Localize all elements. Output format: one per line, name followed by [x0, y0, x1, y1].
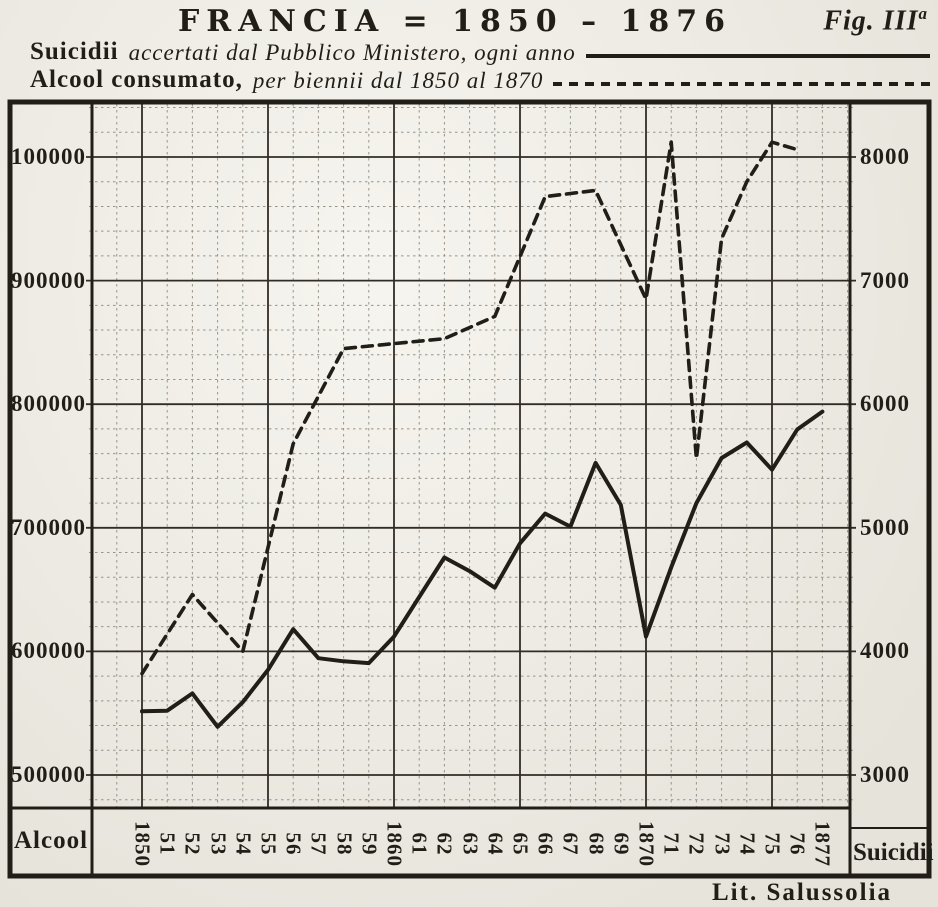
legend-alcohol-line-sample [553, 82, 930, 86]
x-axis-tick-label: 55 [256, 832, 281, 856]
legend-suicides-name: Suicidii [30, 37, 119, 65]
x-axis-tick-label: 69 [609, 832, 634, 856]
x-axis-tick-label: 62 [432, 832, 457, 856]
x-axis-tick-label: 74 [735, 832, 760, 856]
left-axis-tick-label: 500000 [11, 762, 86, 787]
right-axis-title: Suicidii [853, 839, 934, 866]
left-axis-tick-label: 600000 [11, 638, 86, 664]
left-axis-tick-label: 100000 [11, 144, 86, 169]
figure-number-superscript: a [918, 4, 928, 23]
x-axis-tick-label: 54 [231, 832, 256, 856]
x-axis-tick-label: 1850 [130, 821, 155, 867]
legend-suicides-description: accertati dal Pubblico Ministero, ogni a… [128, 39, 576, 65]
x-axis-tick-label: 61 [407, 832, 432, 856]
right-axis-tick-label: 7000 [860, 267, 910, 293]
left-axis-title: Alcool [14, 827, 89, 854]
right-axis-tick-label: 6000 [860, 391, 910, 417]
legend-alcohol-description: per biennii dal 1850 al 1870 [252, 67, 544, 93]
x-axis-tick-label: 65 [508, 832, 533, 856]
x-axis-tick-label: 73 [710, 832, 735, 856]
x-axis-tick-label: 58 [332, 832, 357, 856]
outer-frame [7, 99, 932, 879]
suicides-line [140, 409, 825, 729]
x-axis-tick-label: 51 [155, 832, 180, 856]
alcohol-line [140, 140, 800, 676]
x-axis-tick-label: 75 [760, 832, 785, 856]
x-axis-tick-label: 63 [458, 832, 483, 856]
x-axis-tick-label: 1877 [810, 821, 835, 867]
legend-row-suicides: Suicidii accertati dal Pubblico Minister… [30, 37, 932, 65]
legend-alcohol-name: Alcool consumato, [30, 65, 243, 93]
x-axis-tick-label: 59 [357, 832, 382, 856]
left-axis-tick-label: 800000 [11, 391, 86, 417]
chart-title: FRANCIA = 1850 – 1876 [177, 4, 733, 39]
x-axis-tick-label: 68 [584, 832, 609, 856]
figure-number: Fig. IIIa [823, 4, 928, 37]
legend-suicides-line-sample [585, 54, 930, 58]
right-axis-tick-label: 3000 [860, 762, 910, 787]
x-axis-tick-label: 57 [306, 832, 331, 856]
x-axis-tick-label: 1860 [382, 821, 407, 867]
legend: Suicidii accertati dal Pubblico Minister… [30, 37, 932, 93]
x-axis-tick-label: 71 [659, 832, 684, 856]
left-axis-tick-label: 900000 [11, 267, 86, 293]
figure-number-text: Fig. III [823, 5, 919, 37]
legend-row-alcohol: Alcool consumato, per biennii dal 1850 a… [30, 65, 932, 93]
x-axis-tick-label: 67 [558, 832, 583, 856]
right-axis-tick-label: 4000 [860, 638, 910, 664]
x-axis-tick-label: 1870 [634, 821, 659, 867]
x-axis-tick-label: 76 [785, 832, 810, 856]
x-axis-tick-label: 66 [533, 832, 558, 856]
x-axis-tick-label: 64 [483, 832, 508, 856]
x-axis-tick-label: 72 [684, 832, 709, 856]
right-axis-tick-label: 8000 [860, 144, 910, 169]
left-axis-tick-label: 700000 [11, 514, 86, 540]
x-axis-tick-label: 56 [281, 832, 306, 856]
lithographer-credit: Lit. Salussolia [712, 879, 893, 906]
x-axis-tick-label: 52 [180, 832, 205, 856]
x-axis-tick-label: 53 [206, 832, 231, 856]
right-axis-tick-label: 5000 [860, 514, 910, 540]
